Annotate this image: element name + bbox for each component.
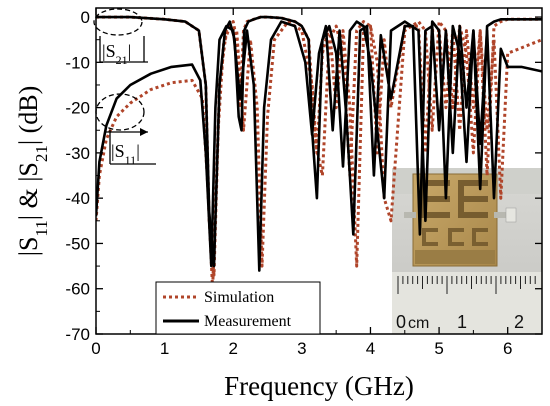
- s11-annotation: |S11|: [95, 93, 156, 167]
- curves: [96, 15, 542, 291]
- y-axis-title: |S11| & |S21| (dB): [14, 86, 51, 257]
- x-tick-label-5: 5: [434, 339, 443, 358]
- legend: Simulation Measurement: [155, 281, 321, 335]
- y-title-part-2: | & |S: [14, 162, 43, 220]
- x-tick-label-6: 6: [503, 339, 512, 358]
- inset-photo: 0 cm 1 2: [392, 168, 542, 334]
- y-tick-label--60: -60: [65, 280, 90, 299]
- y-axis: 0 -10 -20 -30 -40 -50 -60 -70: [65, 8, 542, 344]
- y-title-part-1: |S: [14, 237, 43, 257]
- x-tick-label-3: 3: [297, 339, 306, 358]
- s11-label: |S11|: [111, 141, 140, 167]
- x-tick-label-0: 0: [91, 339, 100, 358]
- x-tick-label-1: 1: [160, 339, 169, 358]
- y-tick-label-0: 0: [81, 8, 90, 27]
- y-tick-label--30: -30: [65, 144, 90, 163]
- y-title-sub-11: 11: [32, 220, 51, 236]
- ruler-label-2: 2: [514, 312, 524, 332]
- ruler-label-cm: cm: [408, 315, 429, 332]
- legend-label-simulation: Simulation: [204, 289, 274, 306]
- y-title-sub-21: 21: [32, 145, 51, 162]
- series-measurement-s11-line: [96, 20, 542, 272]
- y-tick-label--40: -40: [65, 189, 90, 208]
- x-axis-title: Frequency (GHz): [224, 371, 414, 401]
- y-tick-label--50: -50: [65, 234, 90, 253]
- ruler-label-1: 1: [457, 312, 467, 332]
- y-title-part-3: | (dB): [14, 86, 43, 145]
- x-axis: 0 1 2 3 4 5 6: [91, 8, 512, 358]
- x-tick-label-2: 2: [228, 339, 237, 358]
- legend-label-measurement: Measurement: [204, 313, 292, 330]
- y-tick-label--10: -10: [65, 53, 90, 72]
- y-tick-label--20: -20: [65, 99, 90, 118]
- x-tick-label-4: 4: [366, 339, 375, 358]
- ruler-label-0: 0: [396, 312, 406, 332]
- s21-label: |S21|: [102, 41, 131, 67]
- ruler: 0 cm 1 2: [392, 272, 542, 334]
- s21-annotation: |S21|: [93, 8, 148, 67]
- y-tick-label--70: -70: [65, 325, 90, 344]
